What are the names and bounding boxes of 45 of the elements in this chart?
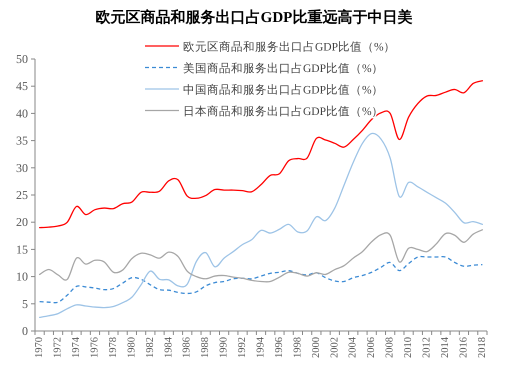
x-tick-label: 2010 bbox=[403, 337, 414, 358]
x-tick-label: 1982 bbox=[144, 337, 156, 358]
legend-label: 日本商品和服务出口占GDP比值（%） bbox=[183, 104, 384, 118]
line-series bbox=[38, 132, 484, 318]
x-tick-label: 1970 bbox=[34, 337, 46, 358]
y-tick-label: 30 bbox=[16, 160, 28, 175]
legend-label: 欧元区商品和服务出口占GDP比值（%） bbox=[183, 40, 396, 54]
y-tick-label: 10 bbox=[16, 270, 28, 284]
x-tick-label: 1990 bbox=[218, 337, 230, 358]
y-tick-label: 20 bbox=[16, 215, 28, 230]
x-tick-label: 1980 bbox=[126, 337, 138, 358]
x-tick-label: 1996 bbox=[274, 337, 285, 358]
x-tick-label: 2008 bbox=[384, 337, 396, 358]
x-tick-label: 1978 bbox=[108, 337, 119, 358]
y-tick-label: 50 bbox=[16, 52, 28, 66]
x-tick-label: 2002 bbox=[329, 337, 340, 358]
x-tick-label: 2018 bbox=[476, 337, 488, 358]
chart-title: 欧元区商品和服务出口占GDP比重远高于中日美 bbox=[96, 8, 412, 26]
x-tick-label: 1974 bbox=[71, 336, 82, 358]
line-series bbox=[38, 229, 484, 282]
y-tick-label: 15 bbox=[16, 242, 28, 256]
x-tick-label: 2012 bbox=[422, 337, 433, 358]
legend-label: 美国商品和服务出口占GDP比值（%） bbox=[183, 61, 384, 75]
y-tick-label: 35 bbox=[16, 134, 28, 148]
y-tick-label: 45 bbox=[16, 79, 28, 94]
x-tick-label: 2016 bbox=[458, 337, 470, 358]
x-tick-label: 2004 bbox=[348, 336, 359, 358]
x-tick-label: 1994 bbox=[256, 336, 266, 358]
x-tick-label: 2006 bbox=[366, 337, 378, 358]
x-tick-label: 1984 bbox=[163, 336, 174, 358]
y-tick-label: 40 bbox=[16, 106, 28, 120]
y-tick-label: 5 bbox=[22, 296, 28, 311]
y-tick-label: 25 bbox=[16, 188, 28, 202]
x-tick-label: 1972 bbox=[52, 337, 64, 358]
line-series bbox=[38, 80, 484, 228]
x-tick-label: 1998 bbox=[292, 337, 304, 358]
x-tick-label: 1986 bbox=[182, 337, 193, 358]
x-tick-label: 2000 bbox=[310, 337, 322, 358]
legend-label: 中国商品和服务出口占GDP比值（%） bbox=[183, 82, 384, 96]
line-series bbox=[38, 256, 484, 304]
x-tick-label: 1976 bbox=[89, 337, 100, 358]
y-tick-label: 0 bbox=[22, 324, 28, 338]
x-tick-label: 1992 bbox=[237, 337, 248, 358]
x-tick-label: 2014 bbox=[440, 336, 451, 358]
x-tick-label: 1988 bbox=[200, 337, 212, 358]
